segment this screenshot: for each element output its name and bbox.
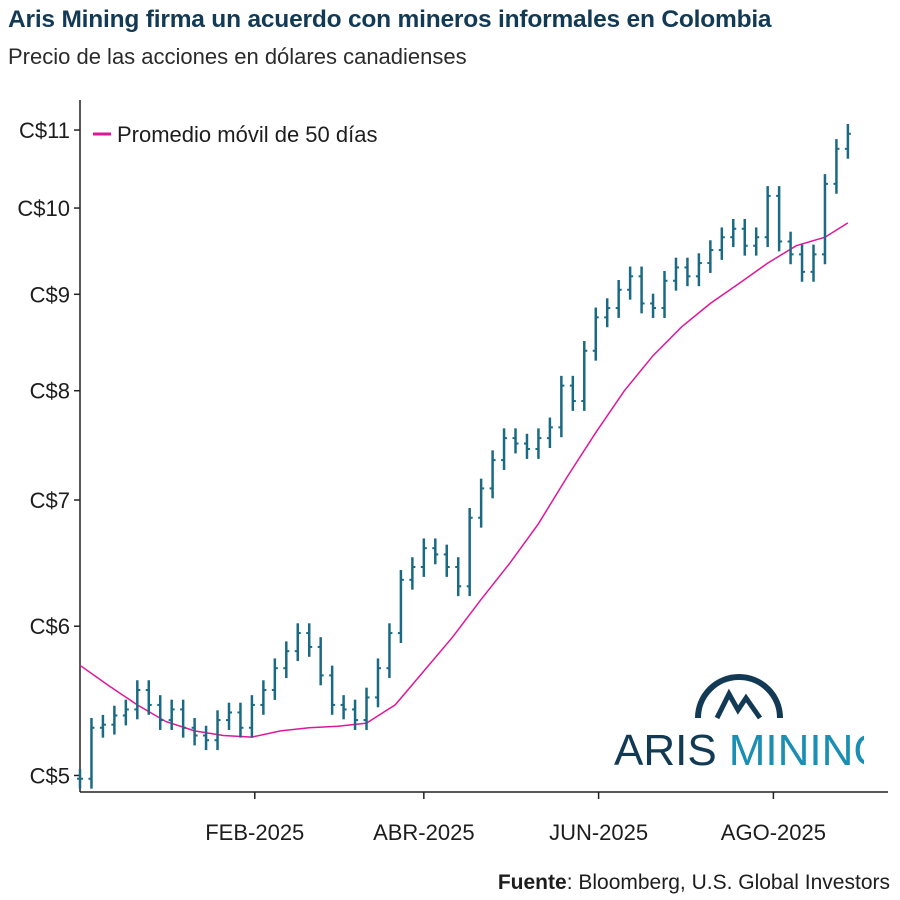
logo-text-aris: ARIS — [614, 726, 717, 775]
legend-label-moving-average: Promedio móvil de 50 días — [117, 122, 377, 147]
y-tick-label: C$8 — [30, 379, 70, 404]
logo-peaks — [714, 688, 763, 720]
x-tick-label: ABR-2025 — [373, 820, 475, 845]
moving-average-line — [79, 222, 849, 738]
y-tick-label: C$11 — [19, 118, 70, 143]
logo-wordmark: ARISMINING — [614, 726, 864, 775]
y-tick-label: C$6 — [30, 614, 70, 639]
x-tick-label: FEB-2025 — [205, 820, 304, 845]
x-tick-label: AGO-2025 — [721, 820, 826, 845]
logo-text-mining: MINING — [729, 726, 864, 775]
y-tick-label: C$7 — [30, 488, 70, 513]
y-tick-label: C$10 — [17, 196, 70, 221]
source-note: Fuente: Bloomberg, U.S. Global Investors — [498, 871, 890, 895]
chart-subtitle: Precio de las acciones en dólares canadi… — [8, 44, 467, 69]
logo-arch — [695, 674, 783, 719]
y-tick-label: C$9 — [30, 282, 70, 307]
aris-mining-logo: ARISMINING — [614, 674, 864, 775]
y-tick-label: C$5 — [30, 763, 70, 788]
x-tick-label: JUN-2025 — [549, 820, 648, 845]
chart-title: Aris Mining firma un acuerdo con mineros… — [8, 6, 772, 33]
source-label: Fuente — [497, 871, 567, 894]
source-text: : Bloomberg, U.S. Global Investors — [566, 871, 890, 894]
